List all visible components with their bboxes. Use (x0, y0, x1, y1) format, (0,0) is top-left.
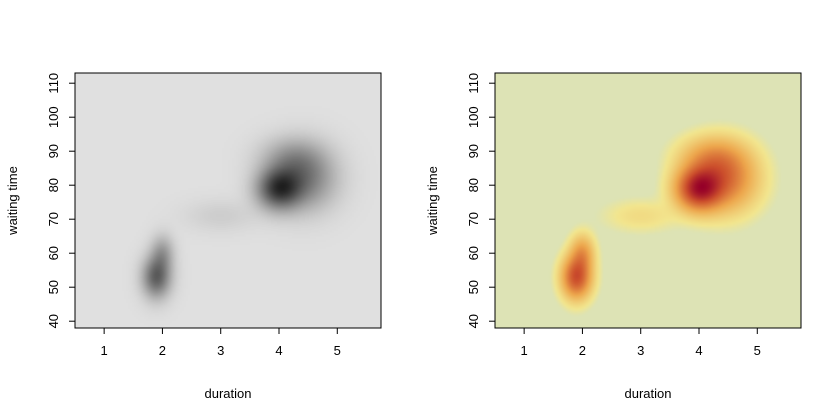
y-tick-label: 80 (46, 178, 61, 192)
y-axis: 40 50 60 70 80 90 100 110 (466, 73, 496, 328)
x-axis-title: duration (205, 386, 252, 401)
x-tick-label: 5 (334, 343, 341, 358)
y-tick-label: 70 (46, 212, 61, 226)
grey-density-panel: 1 2 3 4 5 40 50 60 70 80 90 100 110 duration waiting t… (5, 72, 382, 401)
y-tick-label: 40 (46, 314, 61, 328)
y-tick-label: 50 (466, 280, 481, 294)
x-tick-label: 2 (579, 343, 586, 358)
y-tick-label: 60 (46, 246, 61, 260)
x-tick-label: 5 (754, 343, 761, 358)
y-tick-label: 70 (466, 212, 481, 226)
y-tick-label: 40 (466, 314, 481, 328)
density-raster (495, 73, 801, 328)
x-tick-label: 1 (521, 343, 528, 358)
y-tick-label: 90 (46, 144, 61, 158)
x-tick-label: 3 (217, 343, 224, 358)
x-axis-title: duration (625, 386, 672, 401)
y-axis: 40 50 60 70 80 90 100 110 (46, 73, 76, 328)
x-tick-label: 4 (695, 343, 702, 358)
x-axis: 1 2 3 4 5 (521, 327, 761, 358)
y-tick-label: 110 (466, 73, 481, 94)
color-density-panel: 1 2 3 4 5 40 50 60 70 80 90 100 110 duration waiting t… (425, 72, 802, 401)
y-tick-label: 50 (46, 280, 61, 294)
y-tick-label: 80 (466, 178, 481, 192)
y-tick-label: 100 (46, 106, 61, 128)
y-tick-label: 60 (466, 246, 481, 260)
x-tick-label: 4 (275, 343, 282, 358)
x-tick-label: 2 (159, 343, 166, 358)
x-tick-label: 3 (637, 343, 644, 358)
x-axis: 1 2 3 4 5 (101, 327, 341, 358)
y-tick-label: 100 (466, 106, 481, 128)
y-tick-label: 90 (466, 144, 481, 158)
density-raster (75, 73, 381, 328)
y-axis-title: waiting time (425, 166, 440, 236)
y-axis-title: waiting time (5, 166, 20, 236)
x-tick-label: 1 (101, 343, 108, 358)
y-tick-label: 110 (46, 73, 61, 94)
